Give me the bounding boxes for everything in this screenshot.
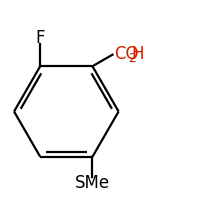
Text: F: F — [35, 29, 45, 47]
Text: SMe: SMe — [75, 174, 109, 192]
Text: H: H — [131, 45, 144, 63]
Text: CO: CO — [114, 45, 138, 63]
Text: 2: 2 — [127, 52, 135, 65]
